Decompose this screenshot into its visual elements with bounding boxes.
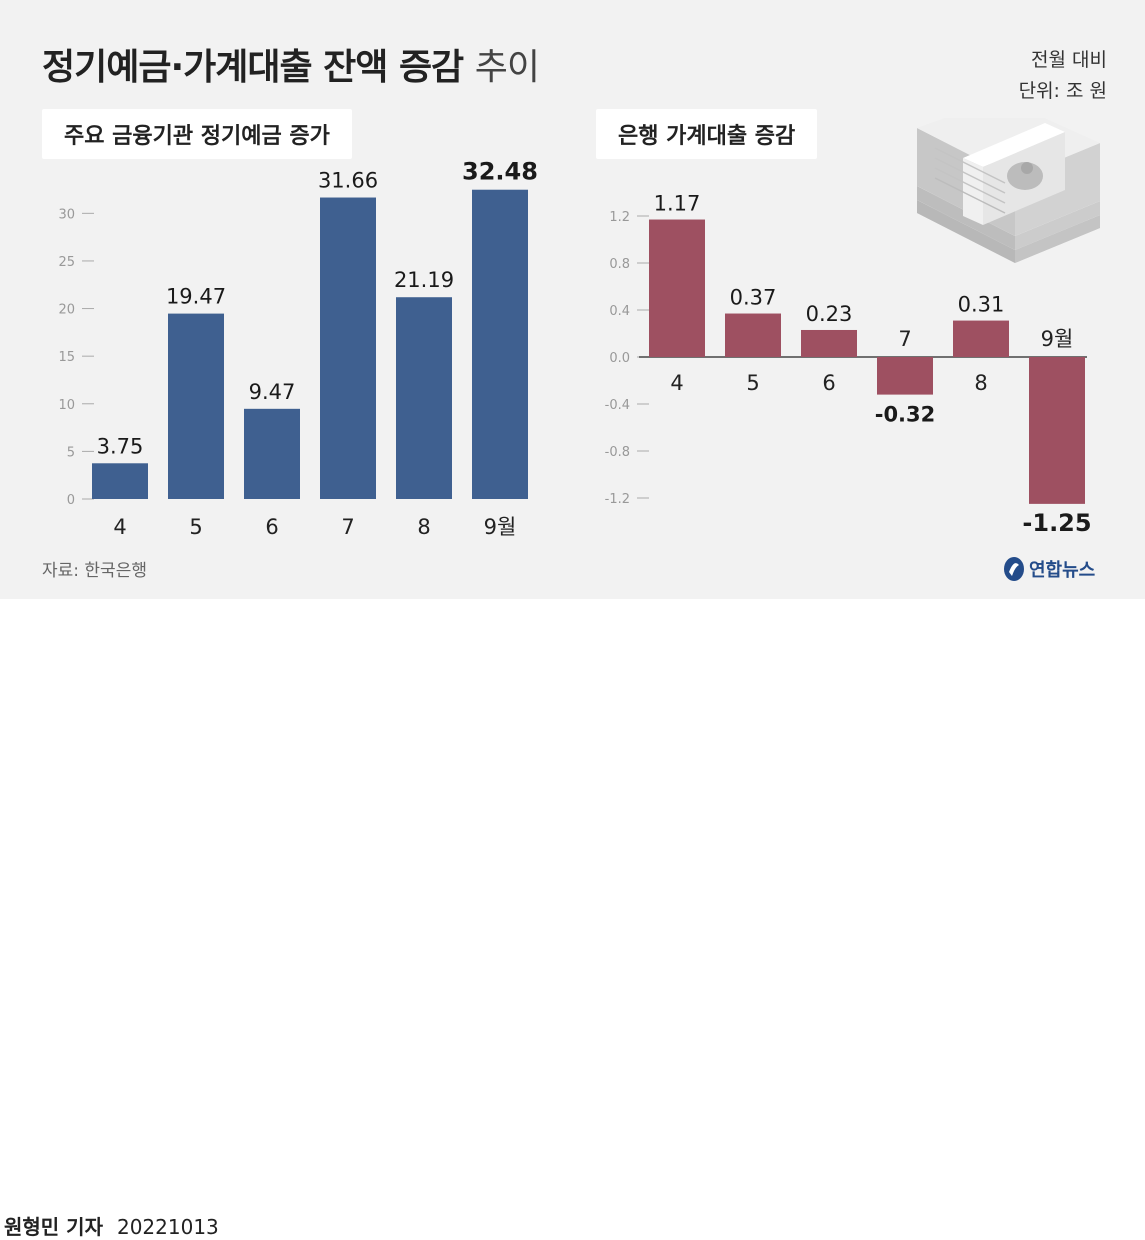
loan-bar [725,313,781,357]
y-tick-label: 0.4 [609,304,630,319]
reporter-name: 원형민 기자 [4,1215,103,1239]
deposit-category-label: 6 [265,515,278,539]
unit-note-units: 단위: 조 원 [1018,80,1107,102]
loan-category-label: 6 [822,371,835,395]
y-tick-label: -0.8 [605,445,630,460]
y-tick-label: 0.0 [609,351,630,366]
deposit-category-label: 8 [417,515,430,539]
deposit-category-label: 5 [189,515,202,539]
money-stack-icon [917,118,1100,263]
logo-text: 연합뉴스 [1029,560,1096,581]
loan-bar [877,357,933,395]
source-note: 자료: 한국은행 [42,561,147,581]
deposit-value-label: 3.75 [97,434,144,458]
deposit-category-label: 9월 [484,515,517,539]
y-tick-label: -0.4 [605,398,630,413]
deposit-bar [168,313,224,499]
yonhap-logo-icon [1004,557,1024,581]
deposit-value-label: 32.48 [462,158,538,186]
loan-value-label: -1.25 [1022,509,1091,537]
publish-date: 20221013 [116,1215,219,1239]
y-tick-label: 10 [58,398,75,413]
y-tick-label: 30 [58,207,75,222]
loan-bar [953,320,1009,357]
loan-bar-chart: 1.2 0.8 0.4 0.0 -0.4 -0.8 -1.2 1.17 4 0.37 5 0.23 6 -… [605,192,1092,537]
money-stack-illustration [917,118,1100,263]
title-main: 정기예금·가계대출 잔액 증감 [42,47,464,88]
deposit-value-label: 21.19 [394,268,454,292]
y-tick-label: 0.8 [609,257,630,272]
loan-bar [649,219,705,357]
y-tick-label: 5 [67,445,75,460]
loan-category-label: 4 [670,371,683,395]
chart-panel: 정기예금·가계대출 잔액 증감 추이 전월 대비 단위: 조 원 주요 금융기관… [0,0,1145,599]
deposit-bar-chart: 0 5 10 15 20 25 30 3.75 4 19.47 5 9.47 6 31.66 7 21.19 8… [58,158,538,539]
y-tick-label: -1.2 [605,492,630,507]
deposit-bar [92,463,148,499]
title-light: 추이 [474,47,540,88]
deposit-value-label: 31.66 [318,169,378,193]
footer: 원형민 기자 20221013 [0,599,1145,1239]
y-tick-label: 15 [58,350,75,365]
loan-category-label: 5 [746,371,759,395]
news-logo: 연합뉴스 [1003,556,1095,582]
y-tick-label: 25 [58,255,75,270]
deposit-value-label: 19.47 [166,285,226,309]
y-tick-label: 20 [58,303,75,318]
unit-note-comparison: 전월 대비 [1031,49,1107,71]
deposit-bar [320,197,376,500]
loan-value-label: 0.37 [730,286,777,310]
loan-category-label: 8 [974,371,987,395]
loan-category-label: 9월 [1041,327,1074,351]
byline: 원형민 기자 20221013 [4,1211,219,1240]
loan-value-label: 0.23 [806,302,853,326]
loan-bar [1029,357,1085,504]
loan-bar [801,329,857,357]
deposit-value-label: 9.47 [249,380,296,404]
loan-category-label: 7 [898,327,911,351]
y-tick-label: 0 [67,493,75,508]
y-tick-label: 1.2 [609,210,630,225]
loan-chart-title: 은행 가계대출 증감 [596,109,818,159]
loan-value-label: 0.31 [958,293,1005,317]
loan-value-label: 1.17 [654,192,701,216]
deposit-category-label: 4 [113,515,126,539]
deposit-bar [472,189,528,499]
loan-value-label: -0.32 [875,403,936,427]
page-title: 정기예금·가계대출 잔액 증감 추이 [42,38,540,90]
deposit-bar [396,297,452,499]
deposit-chart-title: 주요 금융기관 정기예금 증가 [42,109,352,159]
deposit-category-label: 7 [341,515,354,539]
deposit-bar [244,408,300,499]
